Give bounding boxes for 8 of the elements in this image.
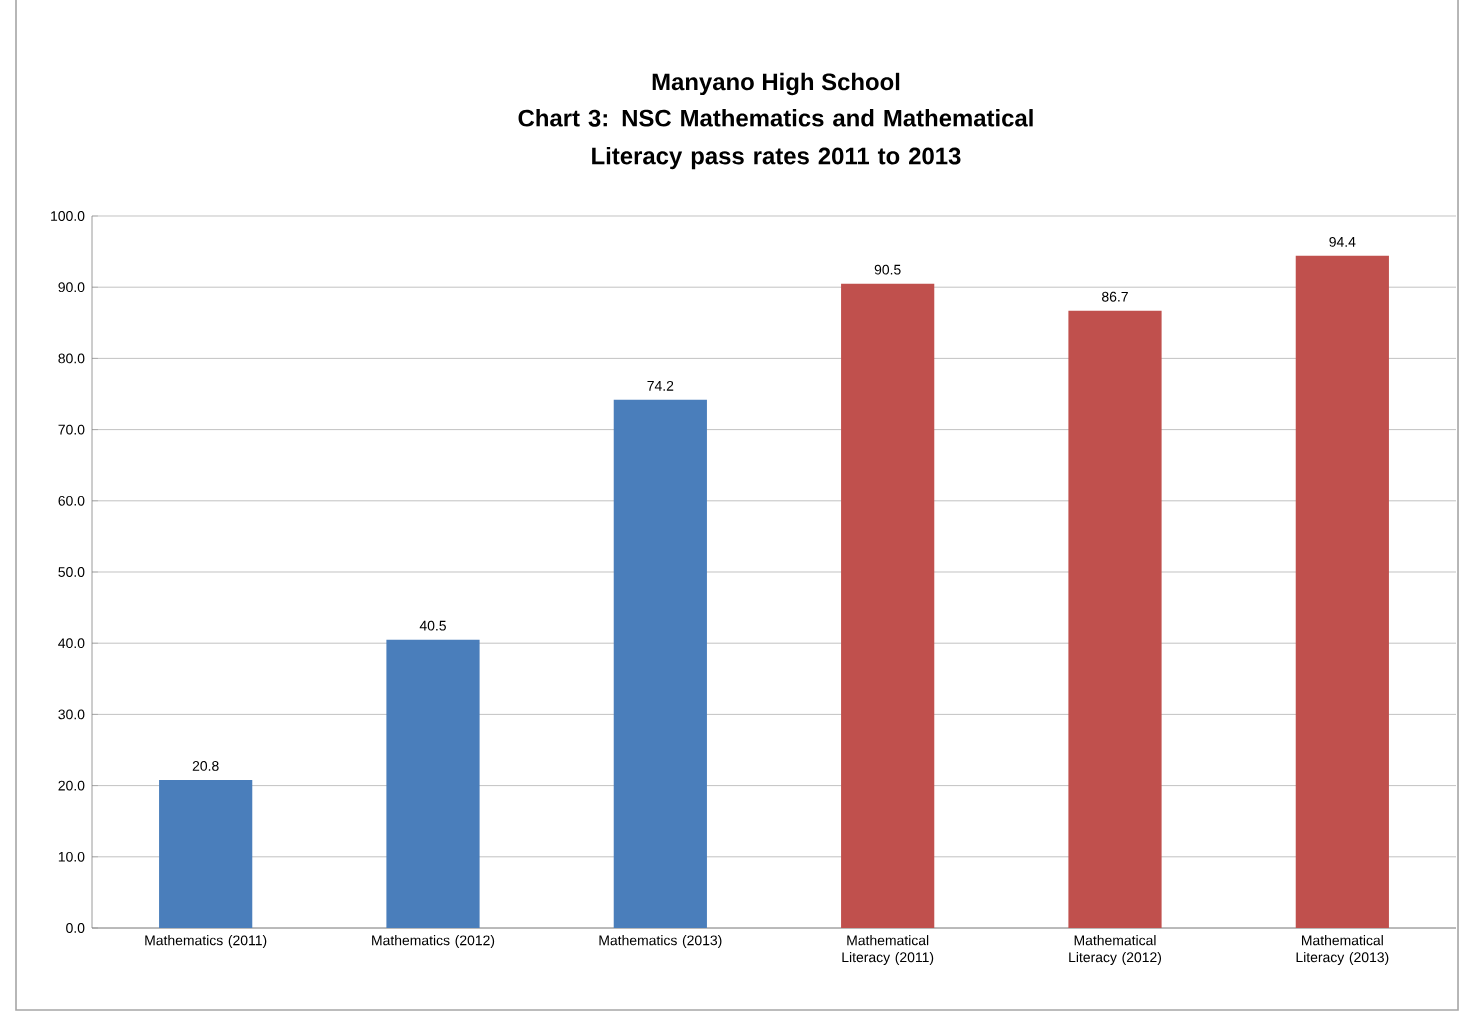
bar	[1295, 255, 1389, 928]
bar	[841, 283, 935, 928]
bar	[386, 639, 480, 928]
chart-subtitle: Chart 3: NSC Mathematics and Mathematical Literacy pass rates 2011 to 2013	[518, 109, 1033, 170]
chart-title: Manyano High School	[652, 72, 900, 96]
bar	[1068, 310, 1162, 928]
bar	[159, 779, 253, 928]
bar	[613, 399, 707, 928]
